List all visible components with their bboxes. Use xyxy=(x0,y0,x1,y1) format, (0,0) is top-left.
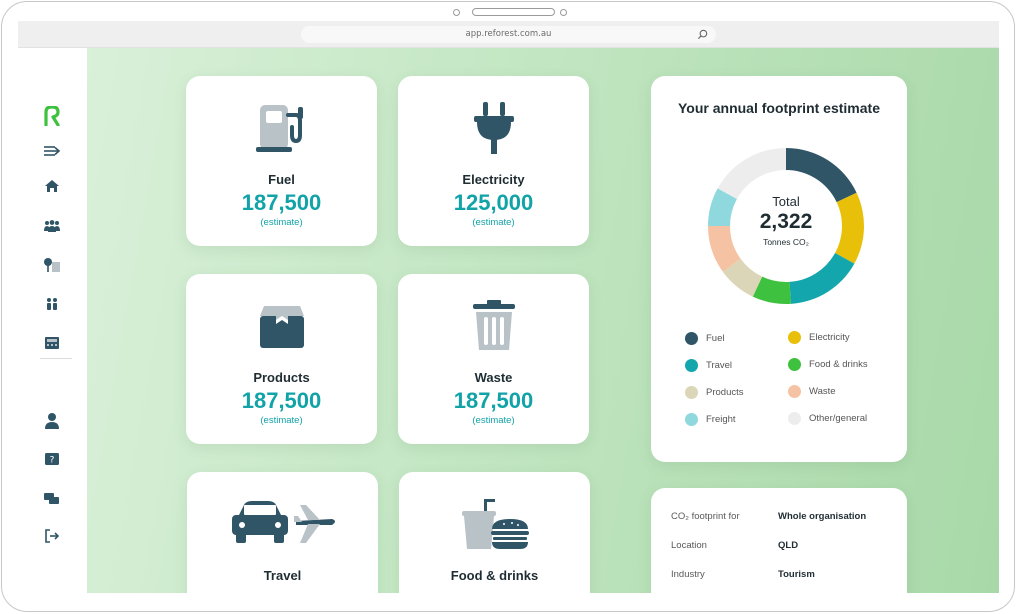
home-icon[interactable] xyxy=(42,176,62,196)
team-icon[interactable] xyxy=(42,216,62,236)
browser-bar: app.reforest.com.au xyxy=(18,21,999,48)
legend-item-waste: Waste xyxy=(788,383,836,399)
detail-value[interactable]: QLD xyxy=(778,540,799,551)
legend-item-products: Products xyxy=(685,384,744,400)
footprint-card: Your annual footprint estimate Total 2,3… xyxy=(651,76,907,462)
detail-value[interactable]: Whole organisation xyxy=(778,511,867,522)
legend-label: Food & drinks xyxy=(809,358,868,370)
category-label: Fuel xyxy=(268,172,295,187)
category-card-electricity[interactable]: Electricity 125,000 (estimate) xyxy=(398,76,589,246)
category-value: 125,000 xyxy=(453,190,534,215)
food-drink-icon xyxy=(399,494,590,554)
category-estimate: (estimate) xyxy=(472,217,515,228)
donut-slice-products xyxy=(722,258,763,297)
car-plane-icon xyxy=(187,494,378,554)
sensor-icon xyxy=(560,9,567,16)
legend-label: Electricity xyxy=(809,331,850,343)
main-content: Fuel 187,500 (estimate) Electricity 125,… xyxy=(87,48,999,593)
category-label: Waste xyxy=(474,370,513,385)
bin-icon xyxy=(398,296,589,356)
category-estimate: (estimate) xyxy=(260,415,303,426)
plug-icon xyxy=(398,98,589,158)
legend-swatch xyxy=(685,385,698,399)
category-estimate: (estimate) xyxy=(260,217,303,228)
legend-item-freight: Freight xyxy=(685,411,736,427)
legend-label: Products xyxy=(706,386,744,398)
details-card: CO₂ footprint for Whole organisation Loc… xyxy=(651,488,907,593)
donut-slice-food-drinks xyxy=(752,276,791,304)
footprint-donut-chart xyxy=(708,148,864,304)
logout-icon[interactable] xyxy=(42,526,62,546)
fuel-pump-icon xyxy=(186,98,377,158)
category-card-fuel[interactable]: Fuel 187,500 (estimate) xyxy=(186,76,377,246)
legend-item-food-drinks: Food & drinks xyxy=(788,356,868,372)
category-card-products[interactable]: Products 187,500 (estimate) xyxy=(186,274,377,444)
donut-slice-waste xyxy=(708,226,741,272)
expand-icon[interactable] xyxy=(42,141,62,161)
legend-label: Travel xyxy=(706,359,733,371)
donut-slice-freight xyxy=(708,188,737,226)
legend-label: Fuel xyxy=(706,332,725,344)
legend-swatch xyxy=(788,411,801,425)
legend-swatch xyxy=(685,331,698,345)
legend-swatch xyxy=(685,412,698,426)
detail-key: Industry xyxy=(671,569,705,580)
legend-swatch xyxy=(788,357,801,371)
category-estimate: (estimate) xyxy=(472,415,515,426)
legend-swatch xyxy=(788,384,801,398)
category-card-travel[interactable]: Travel xyxy=(187,472,378,593)
speaker-grille xyxy=(472,8,555,16)
svg-text:?: ? xyxy=(50,456,55,466)
detail-value[interactable]: Tourism xyxy=(778,569,815,580)
sidebar: ? xyxy=(18,48,87,593)
legend-item-electricity: Electricity xyxy=(788,329,850,345)
category-label: Electricity xyxy=(462,172,525,187)
donut-slice-electricity xyxy=(835,192,864,264)
people-icon[interactable] xyxy=(42,294,62,314)
category-card-food-drinks[interactable]: Food & drinks xyxy=(399,472,590,593)
user-icon[interactable] xyxy=(42,411,62,431)
legend-label: Waste xyxy=(809,385,836,397)
category-label: Products xyxy=(253,370,310,385)
sidebar-divider xyxy=(40,358,72,359)
category-value: 187,500 xyxy=(241,190,322,215)
legend-swatch xyxy=(788,330,801,344)
donut-slice-fuel xyxy=(786,148,857,203)
donut-slice-other-general xyxy=(717,148,786,200)
url-text: app.reforest.com.au xyxy=(465,29,552,39)
footprint-title: Your annual footprint estimate xyxy=(678,100,880,116)
help-icon[interactable]: ? xyxy=(42,450,62,470)
total-label: Total xyxy=(772,194,800,209)
legend-swatch xyxy=(685,358,698,372)
total-unit: Tonnes CO₂ xyxy=(763,237,809,247)
category-label: Travel xyxy=(263,568,302,583)
legend-item-other-general: Other/general xyxy=(788,410,867,426)
legend-label: Other/general xyxy=(809,412,868,424)
location-icon[interactable] xyxy=(42,255,62,275)
search-icon[interactable] xyxy=(697,29,708,40)
total-value: 2,322 xyxy=(759,210,813,233)
category-value: 187,500 xyxy=(453,388,534,413)
calculator-icon[interactable] xyxy=(42,333,62,353)
detail-key: Location xyxy=(671,540,707,551)
reforest-logo-icon[interactable] xyxy=(42,106,62,126)
category-value: 187,500 xyxy=(241,388,322,413)
category-card-waste[interactable]: Waste 187,500 (estimate) xyxy=(398,274,589,444)
camera-icon xyxy=(453,9,460,16)
chat-icon[interactable] xyxy=(42,489,62,509)
category-label: Food & drinks xyxy=(450,568,539,583)
detail-key: CO₂ footprint for xyxy=(671,511,740,522)
address-bar[interactable]: app.reforest.com.au xyxy=(301,26,716,43)
legend-label: Freight xyxy=(706,413,736,425)
legend-item-travel: Travel xyxy=(685,357,732,373)
legend-item-fuel: Fuel xyxy=(685,330,724,346)
donut-slice-travel xyxy=(789,252,855,304)
screen: app.reforest.com.au xyxy=(18,21,999,593)
box-icon xyxy=(186,296,377,356)
